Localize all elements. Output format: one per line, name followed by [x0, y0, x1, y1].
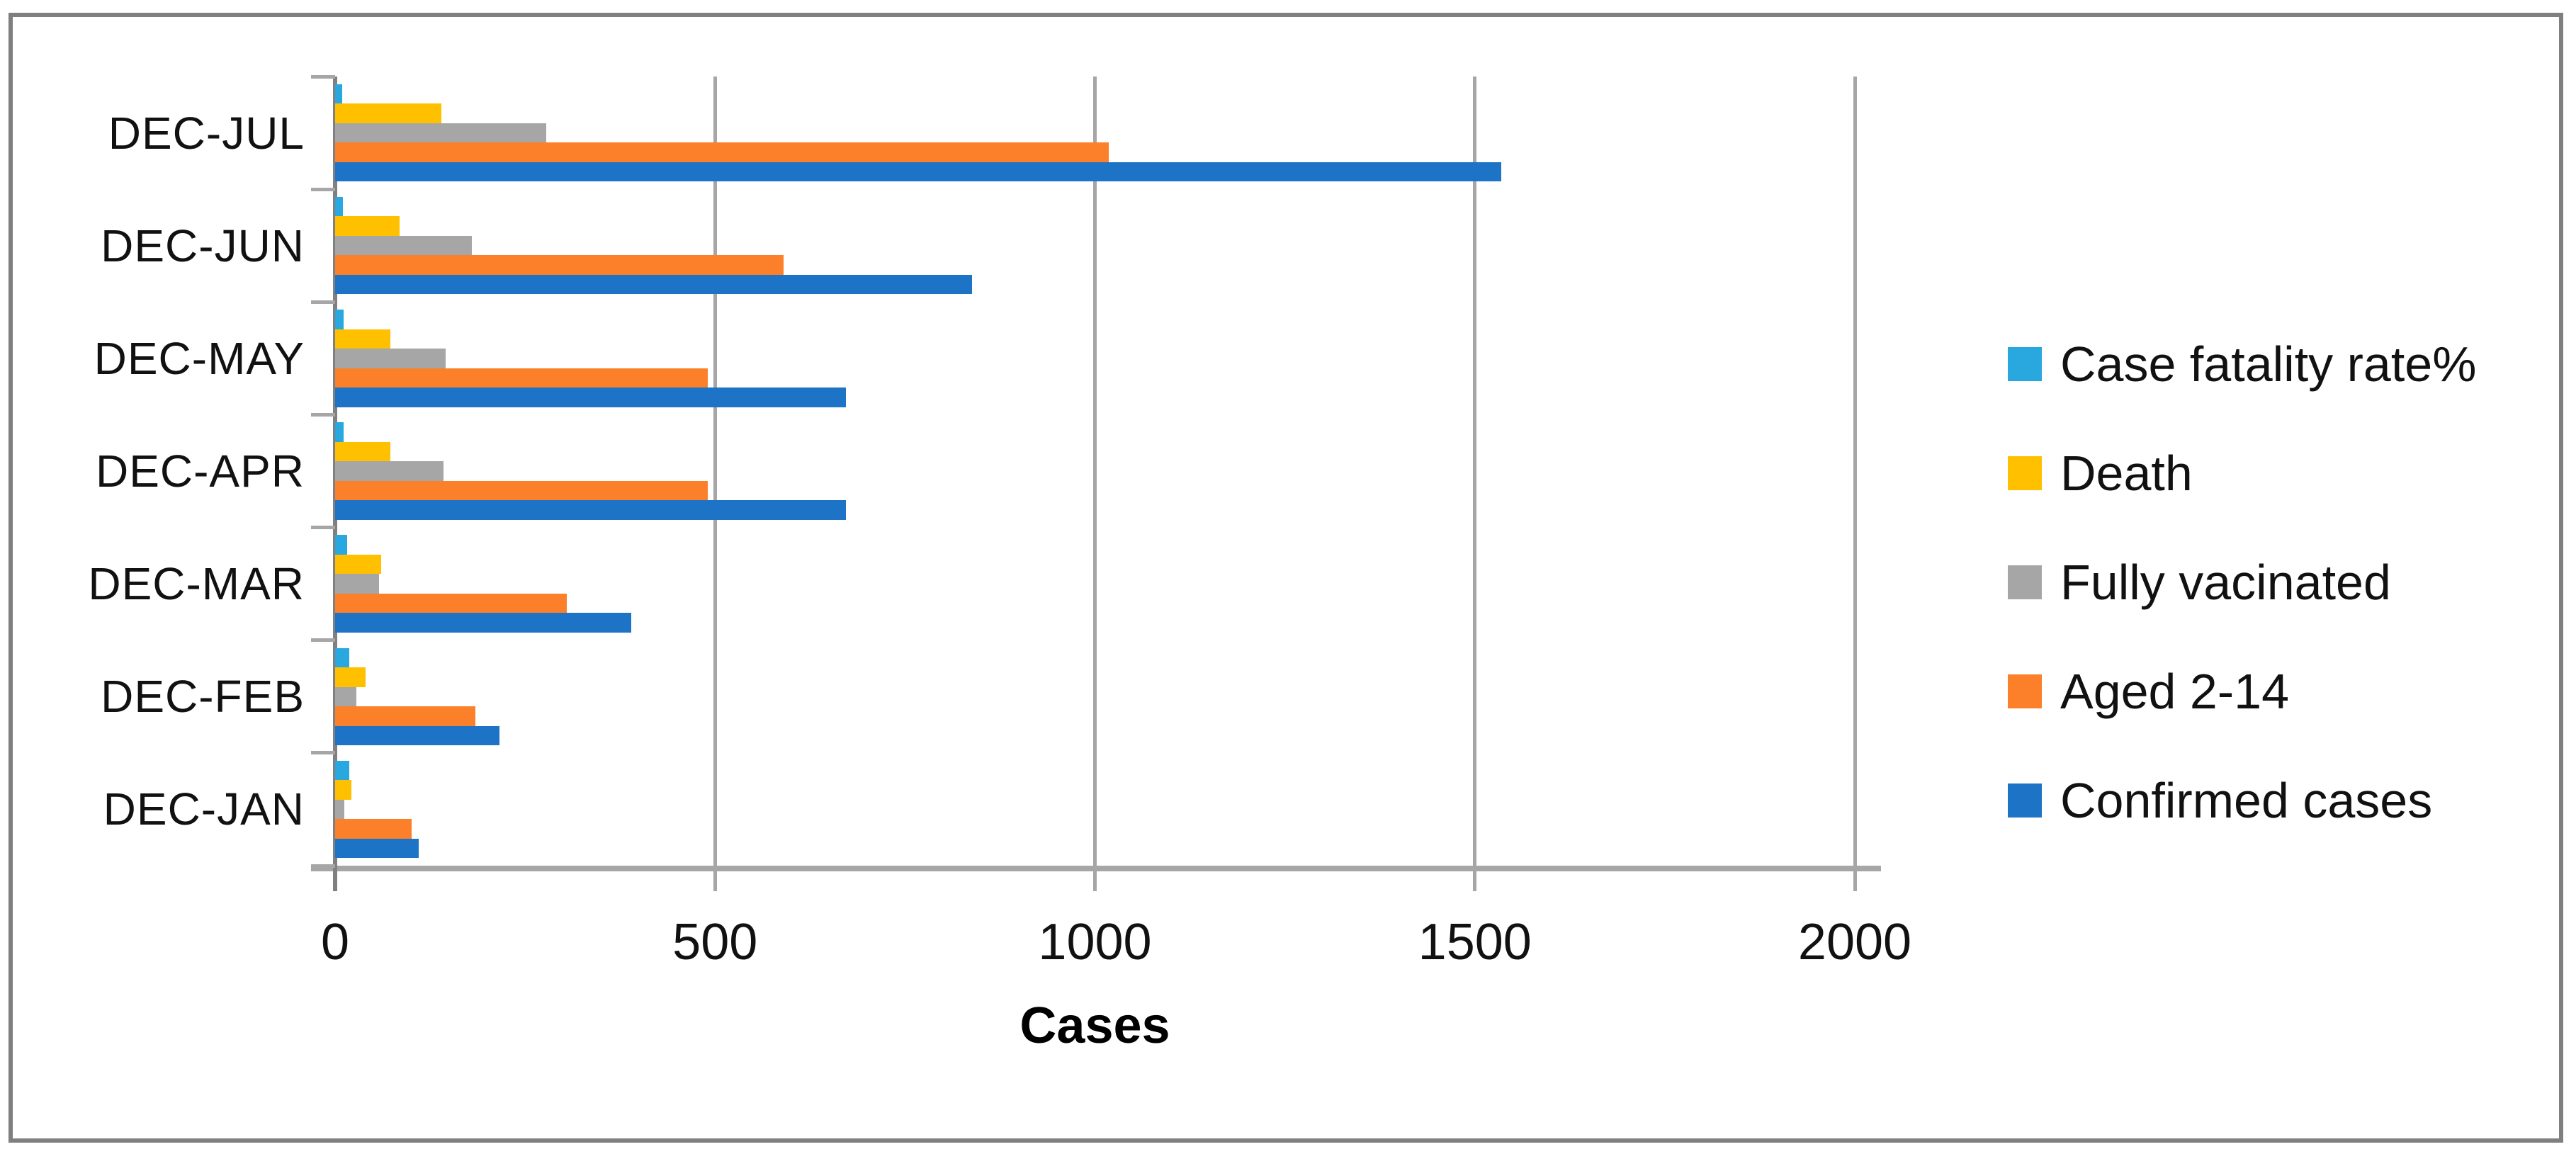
category-label-dec-feb: DEC-FEB — [101, 671, 305, 723]
category-axis-tick — [311, 412, 335, 417]
category-axis-tick — [311, 526, 335, 530]
bar-dec-apr-death — [335, 441, 391, 462]
legend-item-fully-vacinated: Fully vacinated — [2008, 558, 2391, 607]
category-axis-tick — [311, 187, 335, 191]
bar-dec-apr-fully-vacinated — [335, 461, 444, 481]
bar-dec-jul-case-fatality-rate — [335, 84, 342, 104]
x-tick-label-2000: 2000 — [1797, 914, 1912, 971]
legend-label-confirmed-cases: Confirmed cases — [2060, 773, 2433, 828]
bar-dec-jul-aged-2-14 — [335, 142, 1109, 162]
bar-dec-mar-case-fatality-rate — [335, 535, 347, 555]
legend-item-aged-2-14: Aged 2-14 — [2008, 667, 2289, 716]
bar-dec-apr-aged-2-14 — [335, 480, 708, 501]
category-label-dec-jun: DEC-JUN — [101, 220, 305, 271]
legend-item-case-fatality-rate: Case fatality rate% — [2008, 339, 2476, 389]
category-axis-tick — [311, 74, 335, 79]
bar-dec-may-aged-2-14 — [335, 368, 708, 388]
x-tick-label-1000: 1000 — [1038, 914, 1152, 971]
legend-label-case-fatality-rate: Case fatality rate% — [2060, 336, 2477, 392]
legend-swatch-death — [2008, 456, 2042, 490]
legend-label-aged-2-14: Aged 2-14 — [2060, 664, 2290, 719]
category-label-dec-jan: DEC-JAN — [103, 784, 305, 835]
x-tick-label-500: 500 — [672, 914, 758, 971]
bar-dec-apr-confirmed-cases — [335, 500, 846, 520]
bar-dec-jun-confirmed-cases — [335, 274, 972, 295]
bar-dec-jul-confirmed-cases — [335, 162, 1502, 182]
category-axis-tick — [311, 751, 335, 755]
bar-dec-jun-case-fatality-rate — [335, 196, 343, 217]
category-label-dec-jul: DEC-JUL — [108, 107, 305, 159]
bar-dec-may-fully-vacinated — [335, 349, 446, 368]
legend-label-death: Death — [2060, 446, 2193, 501]
x-tick-label-0: 0 — [320, 914, 350, 971]
bar-dec-jan-death — [335, 780, 351, 800]
bar-dec-jan-confirmed-cases — [335, 838, 419, 859]
legend-swatch-case-fatality-rate — [2008, 347, 2042, 381]
bar-dec-feb-fully-vacinated — [335, 686, 357, 707]
category-label-dec-apr: DEC-APR — [95, 446, 305, 497]
bar-dec-jan-aged-2-14 — [335, 819, 412, 839]
legend-item-death: Death — [2008, 448, 2193, 498]
bar-dec-may-confirmed-cases — [335, 388, 846, 407]
bar-dec-jun-aged-2-14 — [335, 255, 784, 275]
bar-dec-feb-confirmed-cases — [335, 725, 499, 746]
bar-dec-feb-aged-2-14 — [335, 706, 476, 726]
gridline-x-2000 — [1853, 77, 1857, 891]
legend-label-fully-vacinated: Fully vacinated — [2060, 555, 2391, 610]
bar-dec-feb-case-fatality-rate — [335, 647, 349, 668]
legend-item-confirmed-cases: Confirmed cases — [2008, 776, 2432, 825]
x-tick-label-1500: 1500 — [1418, 914, 1532, 971]
bar-dec-may-case-fatality-rate — [335, 310, 344, 329]
bar-dec-jan-case-fatality-rate — [335, 760, 350, 781]
plot-area — [311, 74, 1881, 891]
legend-swatch-confirmed-cases — [2008, 784, 2042, 818]
legend-swatch-aged-2-14 — [2008, 674, 2042, 708]
category-label-dec-mar: DEC-MAR — [88, 558, 305, 610]
bar-dec-jul-death — [335, 103, 442, 123]
gridline-x-1000 — [1093, 77, 1097, 891]
gridline-x-500 — [713, 77, 717, 891]
x-axis-title: Cases — [1019, 997, 1170, 1054]
gridline-x-1500 — [1473, 77, 1477, 891]
bar-dec-jun-death — [335, 216, 400, 236]
bar-dec-mar-fully-vacinated — [335, 574, 380, 594]
bar-dec-jul-fully-vacinated — [335, 123, 547, 143]
bar-dec-jan-fully-vacinated — [335, 799, 344, 820]
bar-dec-mar-confirmed-cases — [335, 613, 632, 633]
bar-dec-mar-death — [335, 554, 382, 575]
category-axis-tick — [311, 864, 335, 868]
bar-dec-mar-aged-2-14 — [335, 593, 567, 613]
bar-dec-feb-death — [335, 667, 366, 687]
category-axis-tick — [311, 638, 335, 643]
category-label-dec-may: DEC-MAY — [94, 332, 305, 384]
legend-swatch-fully-vacinated — [2008, 565, 2042, 599]
bar-dec-may-death — [335, 329, 391, 349]
bar-dec-apr-case-fatality-rate — [335, 422, 344, 442]
category-axis-tick — [311, 300, 335, 304]
bar-dec-jun-fully-vacinated — [335, 235, 473, 256]
